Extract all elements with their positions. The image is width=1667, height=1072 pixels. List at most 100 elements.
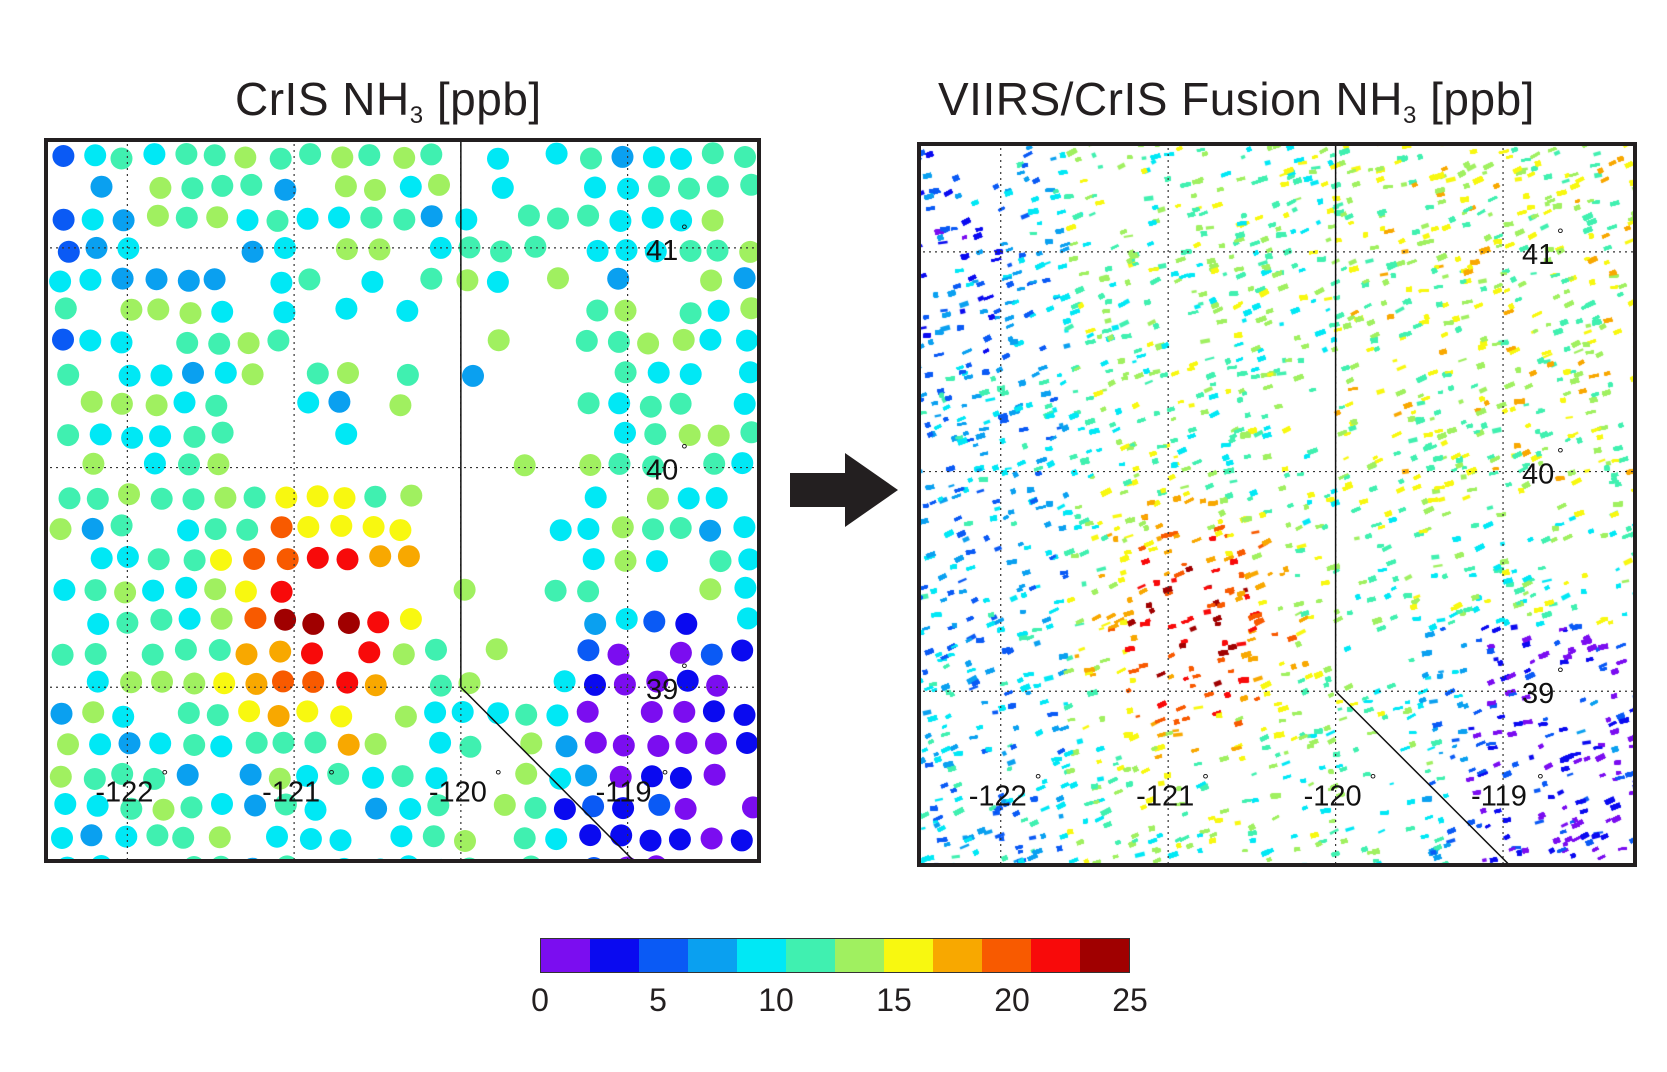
cris-retrieval-dot <box>700 827 723 850</box>
cris-retrieval-dot <box>458 236 481 259</box>
cris-retrieval-dot <box>706 175 729 198</box>
cris-retrieval-dot <box>490 240 513 263</box>
cris-retrieval-dot <box>49 765 72 788</box>
cris-retrieval-dot <box>142 579 165 602</box>
cris-retrieval-dot <box>86 487 109 510</box>
cris-retrieval-dot <box>79 268 102 291</box>
right-title-units: [ppb] <box>1416 73 1535 125</box>
cris-retrieval-dot <box>207 453 230 476</box>
cris-retrieval-dot <box>87 613 110 635</box>
cris-retrieval-dot <box>84 144 107 167</box>
cris-retrieval-dot <box>152 798 175 821</box>
cris-retrieval-dot <box>85 236 108 259</box>
cris-degree-mark: ° <box>681 441 688 460</box>
cris-retrieval-dot <box>712 859 728 863</box>
cris-retrieval-dot <box>432 858 450 863</box>
cris-retrieval-dot <box>614 361 637 384</box>
cris-retrieval-dot <box>579 824 602 847</box>
cris-retrieval-dot <box>203 268 226 291</box>
cris-retrieval-dot <box>611 145 634 168</box>
cris-retrieval-dot <box>57 856 78 863</box>
cris-retrieval-dot <box>575 329 598 352</box>
cris-retrieval-dot <box>52 208 75 231</box>
fusion-degree-mark: ° <box>1557 445 1564 464</box>
cris-retrieval-dot <box>364 733 387 755</box>
cris-retrieval-dot <box>141 643 164 666</box>
cris-retrieval-dot <box>175 576 198 599</box>
cris-retrieval-dot <box>485 638 508 661</box>
cris-retrieval-dot <box>244 794 267 817</box>
cris-retrieval-dot <box>614 421 636 444</box>
cris-retrieval-dot <box>150 487 173 510</box>
cris-retrieval-dot <box>422 825 445 848</box>
cris-retrieval-dot <box>304 731 327 754</box>
cris-retrieval-dot <box>524 796 547 819</box>
cris-retrieval-dot <box>149 732 172 755</box>
cris-retrieval-dot <box>736 329 758 352</box>
cris-retrieval-dot <box>429 674 452 697</box>
cris-retrieval-dot <box>149 425 172 448</box>
colorbar-segment <box>639 939 688 972</box>
cris-retrieval-dot <box>739 240 761 263</box>
cris-retrieval-dot <box>555 735 578 758</box>
cris-retrieval-dot <box>399 608 422 630</box>
cris-retrieval-dot <box>547 207 569 230</box>
cris-retrieval-dot <box>234 146 257 169</box>
cris-retrieval-dot <box>700 643 723 666</box>
colorbar-segment <box>933 939 982 972</box>
cris-retrieval-dot <box>400 484 423 507</box>
cris-retrieval-dot <box>110 331 133 354</box>
cris-degree-mark: ° <box>681 660 688 679</box>
cris-retrieval-dot <box>397 545 420 568</box>
cris-retrieval-dot <box>178 453 200 476</box>
cris-retrieval-dot <box>114 581 137 604</box>
cris-retrieval-dot <box>80 824 103 847</box>
cris-retrieval-dot <box>239 763 262 786</box>
cris-retrieval-dot <box>240 173 263 196</box>
cris-lat-label: 39 <box>646 674 678 706</box>
fusion-degree-mark: ° <box>1370 770 1377 789</box>
cris-retrieval-dot <box>211 300 234 323</box>
cris-retrieval-dot <box>270 516 293 539</box>
cris-retrieval-dot <box>328 390 351 413</box>
cris-degree-mark: ° <box>328 766 335 785</box>
cris-retrieval-dot <box>329 829 352 852</box>
cris-retrieval-dot <box>586 239 609 262</box>
colorbar-segment <box>884 939 933 972</box>
cris-retrieval-dot <box>647 361 670 384</box>
cris-retrieval-dot <box>175 206 198 229</box>
cris-lat-label: 40 <box>646 455 678 487</box>
cris-retrieval-dot <box>730 829 753 852</box>
cris-retrieval-dot <box>670 209 693 232</box>
cris-retrieval-dot <box>707 299 730 322</box>
cris-retrieval-dot <box>176 763 199 786</box>
cris-retrieval-dot <box>211 174 234 197</box>
cris-retrieval-dot <box>84 579 107 602</box>
cris-retrieval-dot <box>84 643 107 665</box>
cris-retrieval-dot <box>459 857 479 863</box>
cris-retrieval-dot <box>546 704 569 727</box>
cris-retrieval-dot <box>269 147 292 170</box>
cris-retrieval-dot <box>607 330 630 353</box>
cris-retrieval-dot <box>361 270 384 293</box>
cris-retrieval-dot <box>204 578 227 601</box>
cris-retrieval-dot <box>612 734 635 757</box>
cris-retrieval-dot <box>641 765 663 788</box>
cris-retrieval-dot <box>734 146 756 168</box>
cris-retrieval-dot <box>639 395 662 418</box>
cris-retrieval-dot <box>513 827 536 850</box>
cris-lon-label: -121 <box>262 776 320 808</box>
cris-retrieval-dot <box>272 731 295 754</box>
cris-lat-label: 41 <box>646 235 678 267</box>
cris-retrieval-dot <box>299 828 322 850</box>
cris-retrieval-dot <box>335 297 358 320</box>
cris-retrieval-dot <box>520 855 542 863</box>
fusion-degree-mark: ° <box>1202 770 1209 789</box>
cris-retrieval-dot <box>120 298 143 321</box>
cris-retrieval-dot <box>609 765 632 788</box>
cris-retrieval-dot <box>245 672 268 695</box>
cris-retrieval-dot <box>740 297 761 320</box>
cris-retrieval-dot <box>335 423 358 445</box>
cris-retrieval-dot <box>112 209 135 232</box>
left-title-subscript: 3 <box>409 102 424 129</box>
